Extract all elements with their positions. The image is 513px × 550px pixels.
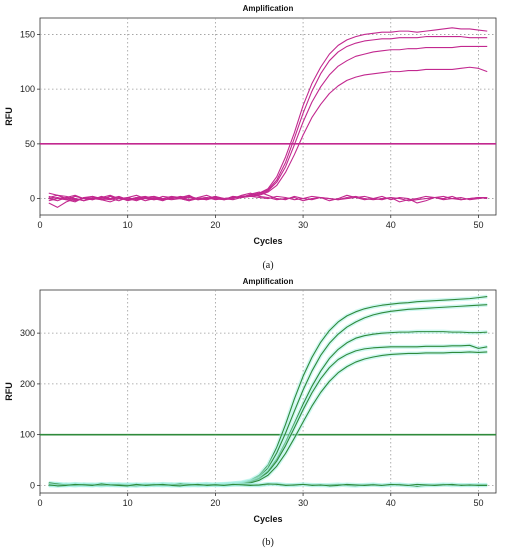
y-tick-label: 300 <box>20 328 35 338</box>
x-tick-label: 20 <box>210 498 220 508</box>
plot-area <box>40 294 496 489</box>
chart-title: Amplification <box>243 4 294 13</box>
y-axis-label: RFU <box>4 382 14 401</box>
y-tick-label: 100 <box>20 84 35 94</box>
plot-area <box>40 27 496 208</box>
x-tick-label: 50 <box>473 498 483 508</box>
x-tick-label: 50 <box>473 220 483 230</box>
x-tick-label: 20 <box>210 220 220 230</box>
series-6-line <box>48 192 488 203</box>
y-tick-label: 50 <box>25 139 35 149</box>
chart-2: 0 10 20 30 40 50 0 100 200 300 Amplification Cycles… <box>4 277 497 548</box>
series-7-line <box>48 194 488 202</box>
chart-title: Amplification <box>243 277 294 286</box>
plot-frame <box>39 17 497 216</box>
x-tick-label: 0 <box>37 220 42 230</box>
x-tick-label: 10 <box>123 220 133 230</box>
y-axis-label: RFU <box>4 107 14 126</box>
y-tick-label: 150 <box>20 29 35 39</box>
y-tick-label: 0 <box>30 194 35 204</box>
x-tick-label: 30 <box>298 220 308 230</box>
x-tick-label: 10 <box>123 498 133 508</box>
x-tick-label: 0 <box>37 498 42 508</box>
series-7-line <box>48 483 488 487</box>
figure-caption: (b) <box>262 537 274 548</box>
chart-1: 0 10 20 30 40 50 0 50 100 150 Amplification Cycles R… <box>4 4 497 271</box>
y-tick-label: 200 <box>20 379 35 389</box>
x-tick-label: 40 <box>386 498 396 508</box>
x-axis-label: Cycles <box>253 236 282 246</box>
x-axis-label: Cycles <box>253 514 282 524</box>
x-tick-label: 40 <box>386 220 396 230</box>
y-tick-label: 0 <box>30 480 35 490</box>
figure-caption: (a) <box>262 260 273 271</box>
x-tick-label: 30 <box>298 498 308 508</box>
series-5-line <box>48 191 488 204</box>
plot-frame <box>39 289 497 494</box>
y-tick-label: 100 <box>20 430 35 440</box>
